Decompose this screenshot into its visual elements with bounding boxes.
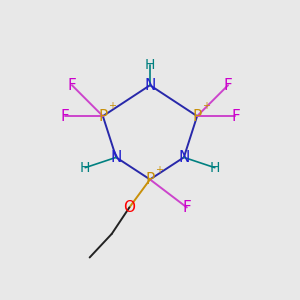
Text: N: N	[144, 78, 156, 93]
Text: N: N	[110, 150, 122, 165]
Text: O: O	[123, 200, 135, 215]
Text: P: P	[146, 172, 154, 187]
Text: H: H	[145, 58, 155, 72]
Text: F: F	[231, 109, 240, 124]
Text: P: P	[98, 109, 107, 124]
Text: +: +	[202, 101, 210, 111]
Text: H: H	[210, 161, 220, 175]
Text: F: F	[224, 78, 233, 93]
Text: F: F	[68, 78, 76, 93]
Text: +: +	[155, 165, 163, 175]
Text: H: H	[80, 161, 90, 175]
Text: N: N	[178, 150, 190, 165]
Text: F: F	[60, 109, 69, 124]
Text: P: P	[193, 109, 202, 124]
Text: F: F	[182, 200, 191, 215]
Text: +: +	[108, 101, 116, 111]
